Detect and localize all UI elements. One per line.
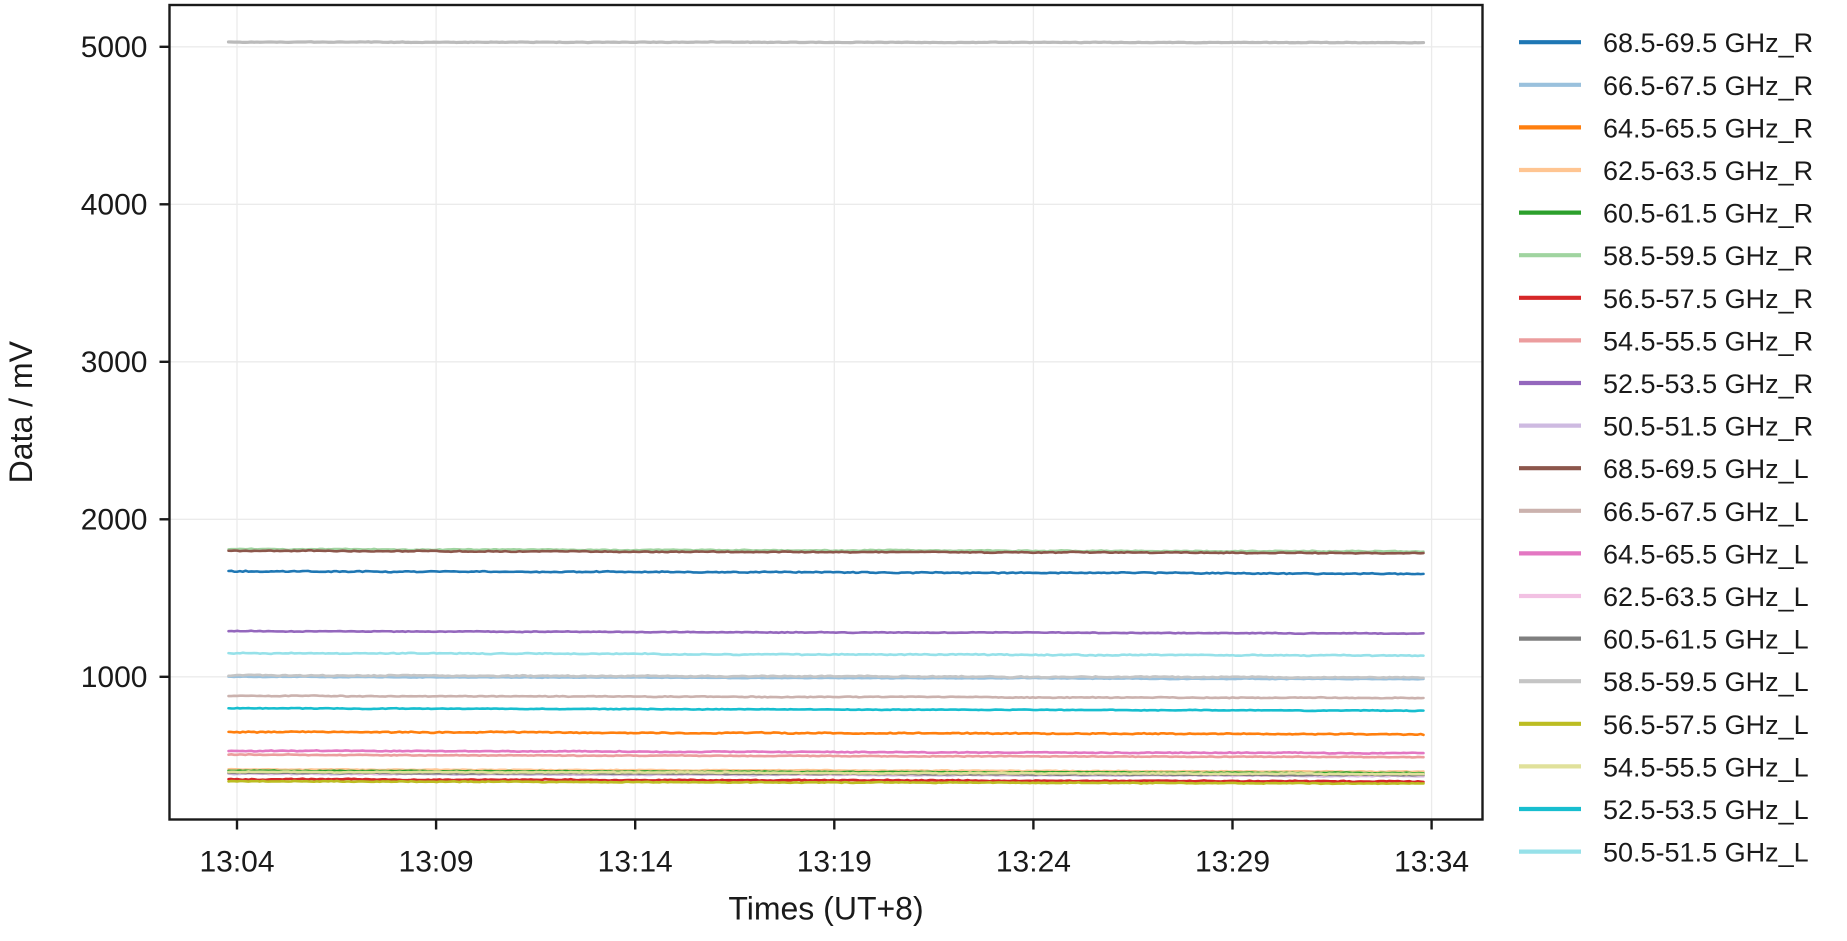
svg-text:54.5-55.5 GHz_R: 54.5-55.5 GHz_R	[1603, 326, 1813, 356]
svg-text:60.5-61.5 GHz_R: 60.5-61.5 GHz_R	[1603, 199, 1813, 229]
svg-text:13:09: 13:09	[399, 846, 474, 879]
svg-text:13:34: 13:34	[1394, 846, 1469, 879]
svg-text:13:14: 13:14	[598, 846, 673, 879]
svg-text:62.5-63.5 GHz_R: 62.5-63.5 GHz_R	[1603, 156, 1813, 186]
svg-text:13:24: 13:24	[996, 846, 1071, 879]
svg-text:Times (UT+8): Times (UT+8)	[728, 891, 923, 927]
svg-text:58.5-59.5 GHz_L: 58.5-59.5 GHz_L	[1603, 667, 1809, 697]
svg-text:66.5-67.5 GHz_R: 66.5-67.5 GHz_R	[1603, 71, 1813, 101]
svg-text:56.5-57.5 GHz_R: 56.5-57.5 GHz_R	[1603, 284, 1813, 314]
svg-text:13:29: 13:29	[1195, 846, 1270, 879]
svg-text:54.5-55.5 GHz_L: 54.5-55.5 GHz_L	[1603, 752, 1809, 782]
svg-text:68.5-69.5 GHz_L: 68.5-69.5 GHz_L	[1603, 454, 1809, 484]
svg-text:5000: 5000	[81, 31, 148, 64]
svg-text:13:04: 13:04	[199, 846, 274, 879]
svg-text:66.5-67.5 GHz_L: 66.5-67.5 GHz_L	[1603, 497, 1809, 527]
svg-text:4000: 4000	[81, 188, 148, 221]
svg-text:58.5-59.5 GHz_R: 58.5-59.5 GHz_R	[1603, 241, 1813, 271]
svg-text:68.5-69.5 GHz_R: 68.5-69.5 GHz_R	[1603, 28, 1813, 58]
svg-text:2000: 2000	[81, 503, 148, 536]
svg-text:62.5-63.5 GHz_L: 62.5-63.5 GHz_L	[1603, 582, 1809, 612]
svg-text:13:19: 13:19	[797, 846, 872, 879]
svg-text:56.5-57.5 GHz_L: 56.5-57.5 GHz_L	[1603, 710, 1809, 740]
svg-text:52.5-53.5 GHz_L: 52.5-53.5 GHz_L	[1603, 795, 1809, 825]
svg-text:60.5-61.5 GHz_L: 60.5-61.5 GHz_L	[1603, 625, 1809, 655]
svg-text:52.5-53.5 GHz_R: 52.5-53.5 GHz_R	[1603, 369, 1813, 399]
svg-text:1000: 1000	[81, 661, 148, 694]
svg-text:3000: 3000	[81, 346, 148, 379]
svg-text:50.5-51.5 GHz_R: 50.5-51.5 GHz_R	[1603, 412, 1813, 442]
svg-text:50.5-51.5 GHz_L: 50.5-51.5 GHz_L	[1603, 838, 1809, 868]
svg-text:Data / mV: Data / mV	[3, 340, 39, 483]
svg-text:64.5-65.5 GHz_L: 64.5-65.5 GHz_L	[1603, 539, 1809, 569]
svg-text:64.5-65.5 GHz_R: 64.5-65.5 GHz_R	[1603, 113, 1813, 143]
